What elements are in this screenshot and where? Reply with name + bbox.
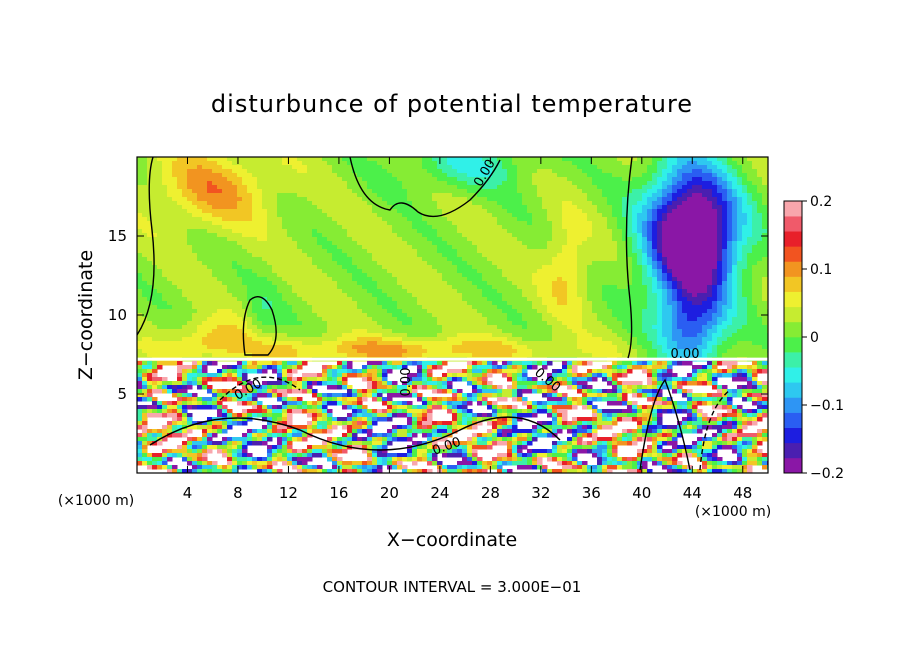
colorbar-swatch (784, 412, 802, 428)
contour-line-lower-4 (699, 389, 731, 471)
heatmap-field: 0.000.000.00 0.000.000.00 (137, 157, 768, 473)
colorbar-swatch (784, 246, 802, 262)
colorbar-swatch (784, 397, 802, 413)
x-tick-label: 48 (733, 484, 752, 502)
y-tick-label: 10 (108, 306, 127, 324)
x-tick-label: 8 (233, 484, 243, 502)
contour-line-lower-3 (639, 378, 691, 471)
x-tick-label: 28 (481, 484, 500, 502)
x-tick-label: 32 (531, 484, 550, 502)
colorbar-swatch (784, 382, 802, 398)
colorbar-tick-label: −0.1 (810, 398, 844, 414)
colorbar-swatch (784, 291, 802, 308)
contour-interval-note: CONTOUR INTERVAL = 3.000E−01 (323, 578, 582, 596)
colorbar-swatch (784, 457, 802, 474)
contour-loop (242, 296, 277, 356)
x-tick-label: 36 (582, 484, 601, 502)
colorbar-swatch (784, 276, 802, 292)
colorbar-swatch (784, 321, 802, 338)
colorbar-tick-label: 0.2 (810, 194, 832, 210)
x-tick-label: 40 (632, 484, 651, 502)
colorbar-swatch (784, 367, 802, 383)
y-axis-label: Z−coordinate (75, 250, 97, 380)
x-tick-label: 4 (183, 484, 193, 502)
contour-label: 0.00 (671, 347, 700, 362)
colorbar-tick-label: 0.1 (810, 262, 832, 278)
colorbar-tick-label: 0 (810, 330, 819, 346)
x-tick-label: 44 (683, 484, 702, 502)
contour-line-top (349, 157, 501, 218)
contour-line-lower-1 (149, 416, 561, 451)
y-axis-ticks: 5 10 15 (108, 227, 768, 403)
colorbar-tick-label: −0.2 (810, 466, 844, 482)
contour-line-lower-2 (219, 376, 301, 401)
colorbar-swatch (784, 201, 802, 217)
colorbar-swatch (784, 352, 802, 368)
x-axis-label: X−coordinate (387, 529, 517, 551)
y-tick-label: 5 (117, 385, 127, 403)
x-tick-label: 20 (380, 484, 399, 502)
contour-label: 0.00 (399, 368, 414, 397)
contour-line-left (137, 157, 155, 336)
colorbar-swatch (784, 442, 802, 459)
colorbar-swatch (784, 337, 802, 353)
y-tick-label: 15 (108, 227, 127, 245)
colorbar: 0.2 0.1 0 −0.1 −0.2 (783, 194, 844, 482)
colorbar-swatch (784, 231, 802, 247)
x-unit-label-left: (×1000 m) (58, 493, 134, 509)
contour-line-right (625, 157, 633, 359)
x-tick-label: 12 (279, 484, 298, 502)
colorbar-swatch (784, 427, 802, 444)
x-tick-label: 16 (329, 484, 348, 502)
chart-title: disturbunce of potential temperature (211, 90, 693, 118)
x-axis-ticks: 4 8 12 16 20 24 28 32 36 40 44 48 (183, 157, 752, 502)
colorbar-swatch (784, 306, 802, 323)
colorbar-swatch (784, 216, 802, 232)
x-unit-label-right: (×1000 m) (695, 504, 771, 520)
x-tick-label: 24 (430, 484, 449, 502)
colorbar-swatch (784, 261, 802, 277)
